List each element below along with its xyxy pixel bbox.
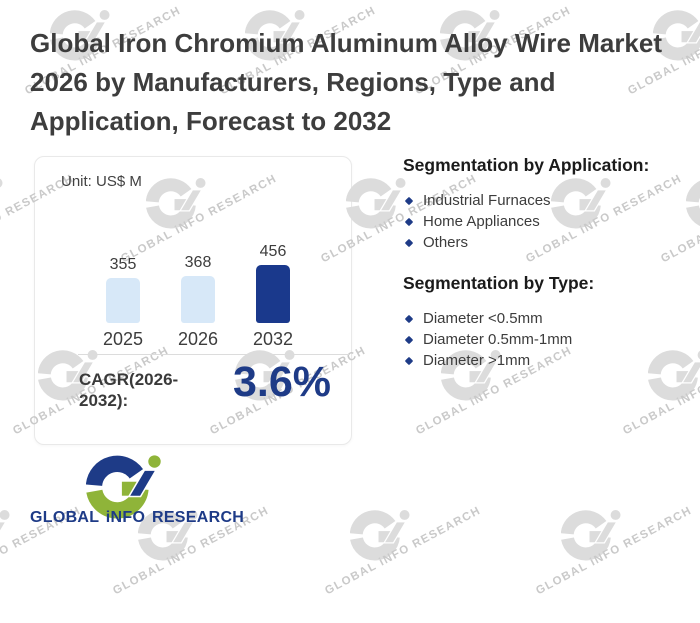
bar-year-label: 2032 — [252, 329, 294, 349]
diamond-bullet-icon — [404, 356, 414, 365]
diamond-bullet-icon — [404, 238, 414, 247]
list-item-label: Diameter >1mm — [423, 352, 531, 369]
cagr-value: 3.6% — [233, 358, 332, 406]
segmentation-application-list: Industrial Furnaces Home Appliances Othe… — [403, 190, 688, 253]
list-item-label: Home Appliances — [423, 213, 540, 230]
watermark: GLOBAL iNFO RESEARCH — [312, 505, 483, 623]
bar-year-label: 2026 — [177, 329, 219, 349]
gi-logo-watermark-icon — [561, 510, 621, 561]
list-item: Diameter <0.5mm — [403, 308, 688, 329]
market-chart-card: Unit: US$ M 355 2025 368 2026 456 2032 CAGR(2… — [34, 156, 352, 445]
divider — [78, 354, 350, 355]
diamond-bullet-icon — [404, 335, 414, 344]
list-item: Home Appliances — [403, 211, 688, 232]
list-item: Others — [403, 232, 688, 253]
gi-logo-watermark-icon — [350, 510, 410, 561]
segmentation-type-heading: Segmentation by Type: — [403, 273, 595, 293]
list-item: Diameter 0.5mm-1mm — [403, 329, 688, 350]
watermark-text: GLOBAL iNFO RESEARCH — [534, 504, 695, 598]
page-title: Global Iron Chromium Aluminum Alloy Wire… — [30, 28, 663, 136]
cagr-label: CAGR(2026-2032): — [79, 370, 179, 410]
bar-value-label: 456 — [259, 243, 287, 260]
gi-logo-watermark-icon — [0, 178, 3, 188]
watermark-text: GLOBAL iNFO RESEARCH — [323, 504, 484, 598]
bar-chart: 355 2025 368 2026 456 2032 — [88, 243, 308, 350]
diamond-bullet-icon — [404, 196, 414, 205]
bar-column: 456 2032 — [238, 243, 308, 350]
segmentation-panel: Segmentation by Application: Industrial … — [403, 154, 688, 371]
brand-name: GLOBAL iNFO RESEARCH — [30, 509, 245, 526]
bar-value-label: 368 — [184, 254, 212, 271]
watermark: GLOBAL iNFO RESEARCH — [523, 505, 694, 623]
segmentation-application-heading: Segmentation by Application: — [403, 155, 650, 175]
gi-logo-watermark-icon — [346, 178, 406, 229]
bar — [106, 278, 140, 323]
bar — [256, 265, 290, 323]
chart-card-content: Unit: US$ M 355 2025 368 2026 456 2032 CAGR(2… — [35, 157, 351, 444]
bar — [181, 276, 215, 323]
bar-year-label: 2025 — [102, 329, 144, 349]
bar-value-label: 355 — [109, 256, 137, 273]
gi-logo-watermark-icon — [686, 180, 700, 226]
list-item: Diameter >1mm — [403, 350, 688, 371]
bar-column: 355 2025 — [88, 243, 158, 350]
list-item: Industrial Furnaces — [403, 190, 688, 211]
gi-logo-watermark-icon — [0, 510, 10, 533]
diamond-bullet-icon — [404, 314, 414, 323]
list-item-label: Others — [423, 234, 469, 251]
list-item-label: Industrial Furnaces — [423, 192, 551, 209]
unit-label: Unit: US$ M — [61, 173, 142, 190]
bar-column: 368 2026 — [163, 243, 233, 350]
diamond-bullet-icon — [404, 217, 414, 226]
segmentation-type-list: Diameter <0.5mm Diameter 0.5mm-1mm Diame… — [403, 308, 688, 371]
gi-logo — [86, 455, 161, 519]
list-item-label: Diameter 0.5mm-1mm — [423, 331, 573, 348]
list-item-label: Diameter <0.5mm — [423, 310, 543, 327]
